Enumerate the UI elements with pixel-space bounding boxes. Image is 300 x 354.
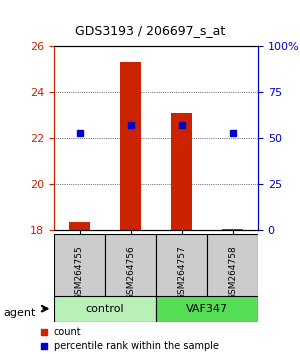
Text: GSM264756: GSM264756 (126, 245, 135, 299)
Bar (69, 222, 90, 230)
FancyBboxPatch shape (156, 296, 258, 322)
Bar (171, 113, 192, 230)
FancyBboxPatch shape (105, 234, 156, 296)
FancyBboxPatch shape (207, 234, 258, 296)
Text: percentile rank within the sample: percentile rank within the sample (54, 341, 219, 350)
FancyBboxPatch shape (156, 234, 207, 296)
Text: GDS3193 / 206697_s_at: GDS3193 / 206697_s_at (75, 24, 225, 37)
Bar (120, 62, 141, 230)
FancyBboxPatch shape (54, 234, 105, 296)
Bar (222, 229, 243, 230)
Text: GSM264757: GSM264757 (177, 245, 186, 299)
Text: agent: agent (3, 308, 35, 318)
Text: VAF347: VAF347 (186, 304, 228, 314)
Text: GSM264758: GSM264758 (228, 245, 237, 299)
Text: GSM264755: GSM264755 (75, 245, 84, 299)
Text: control: control (86, 304, 124, 314)
Text: count: count (54, 327, 82, 337)
FancyBboxPatch shape (54, 296, 156, 322)
